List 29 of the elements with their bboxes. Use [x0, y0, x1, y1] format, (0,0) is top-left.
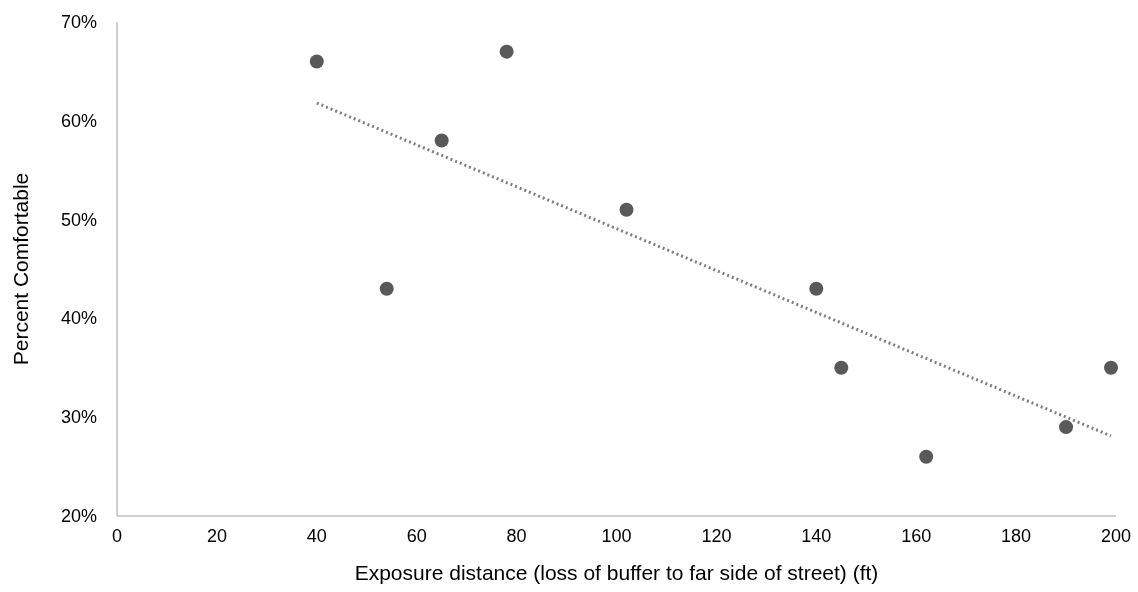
x-tick-label: 200	[1100, 526, 1132, 546]
point	[379, 281, 394, 296]
point	[499, 44, 514, 59]
y-tick-label: 40%	[60, 308, 97, 329]
point	[834, 360, 849, 375]
x-tick-label: 160	[901, 526, 932, 546]
x-tick-label: 60	[406, 526, 427, 546]
point	[619, 202, 634, 217]
x-axis-title: Exposure distance (loss of buffer to far side of street) (ft)	[354, 561, 879, 584]
y-tick-label: 50%	[60, 209, 97, 230]
y-tick-label: 70%	[60, 12, 97, 32]
y-axis-title: Percent Comfortable	[9, 172, 32, 366]
y-tick-label: 30%	[60, 407, 97, 428]
x-tick-label: 180	[1001, 526, 1032, 546]
point	[809, 281, 824, 296]
x-tick-label: 0	[111, 526, 123, 546]
x-tick-label: 40	[306, 526, 327, 546]
y-tick-label: 60%	[60, 110, 97, 131]
point	[1059, 420, 1074, 435]
point	[434, 133, 449, 148]
point	[1104, 360, 1119, 375]
y-tick-label: 20%	[60, 506, 97, 526]
point	[919, 449, 934, 464]
x-tick-label: 20	[206, 526, 227, 546]
point	[309, 54, 324, 69]
x-tick-label: 140	[801, 526, 832, 546]
x-tick-label: 120	[701, 526, 732, 546]
x-tick-label: 80	[506, 526, 527, 546]
x-tick-label: 100	[601, 526, 632, 546]
